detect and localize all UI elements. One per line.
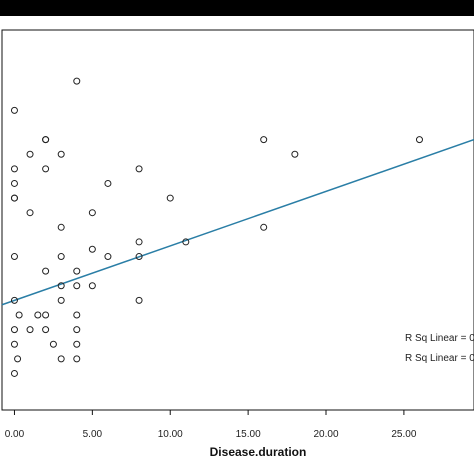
- data-point: [42, 267, 50, 275]
- annotation-2: R Sq Linear = 0: [405, 353, 474, 364]
- data-point: [10, 165, 18, 173]
- data-point: [10, 106, 18, 114]
- data-point: [10, 179, 18, 187]
- data-point: [57, 223, 65, 231]
- data-point: [57, 355, 65, 363]
- x-tick-label: 15.00: [236, 429, 261, 440]
- plot-area: [1, 29, 474, 411]
- x-axis: 0.00 5.00 10.00 15.00 20.00 25.00: [5, 410, 417, 440]
- data-point: [57, 150, 65, 158]
- data-point: [135, 165, 143, 173]
- fit-line: [1, 138, 474, 306]
- x-axis-label: Disease.duration: [210, 445, 307, 459]
- data-point: [104, 253, 112, 261]
- data-point: [34, 311, 42, 319]
- data-point: [182, 238, 190, 246]
- data-point: [42, 136, 50, 144]
- x-tick-label: 10.00: [158, 429, 183, 440]
- data-point: [42, 165, 50, 173]
- data-point: [73, 311, 81, 319]
- data-point: [57, 296, 65, 304]
- x-tick-label: 20.00: [313, 429, 338, 440]
- data-point: [415, 136, 423, 144]
- data-point: [10, 296, 18, 304]
- points-layer: [10, 77, 423, 377]
- data-point: [73, 282, 81, 290]
- x-tick-label: 5.00: [83, 429, 103, 440]
- data-point: [260, 136, 268, 144]
- data-point: [260, 223, 268, 231]
- data-point: [26, 150, 34, 158]
- data-point: [42, 326, 50, 334]
- data-point: [10, 340, 18, 348]
- data-point: [73, 340, 81, 348]
- fit-line-layer: [1, 138, 474, 306]
- annotation-1: R Sq Linear = 0: [405, 333, 474, 344]
- data-point: [135, 238, 143, 246]
- data-point: [166, 194, 174, 202]
- data-point: [10, 369, 18, 377]
- data-point: [42, 311, 50, 319]
- x-tick-label: 25.00: [391, 429, 416, 440]
- data-point: [104, 179, 112, 187]
- data-point: [135, 296, 143, 304]
- data-point: [57, 282, 65, 290]
- data-point: [10, 194, 18, 202]
- data-point: [291, 150, 299, 158]
- data-point: [135, 253, 143, 261]
- data-point: [15, 311, 23, 319]
- data-point: [10, 253, 18, 261]
- data-point: [57, 253, 65, 261]
- data-point: [88, 282, 96, 290]
- data-point: [88, 245, 96, 253]
- data-point: [14, 355, 22, 363]
- data-point: [73, 267, 81, 275]
- data-point: [73, 326, 81, 334]
- data-point: [88, 209, 96, 217]
- data-point: [73, 77, 81, 85]
- data-point: [10, 326, 18, 334]
- data-point: [49, 340, 57, 348]
- x-tick-label: 0.00: [5, 429, 25, 440]
- data-point: [73, 355, 81, 363]
- data-point: [26, 326, 34, 334]
- data-point: [26, 209, 34, 217]
